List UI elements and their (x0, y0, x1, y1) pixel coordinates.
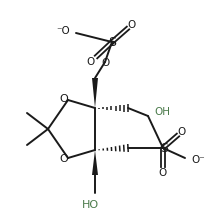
Text: O: O (60, 154, 68, 164)
Text: O: O (87, 57, 95, 67)
Text: ⁻O: ⁻O (56, 26, 70, 36)
Text: O: O (178, 127, 186, 137)
Text: O: O (159, 168, 167, 178)
Text: O: O (102, 58, 110, 68)
Text: S: S (160, 141, 168, 155)
Text: O: O (60, 94, 68, 104)
Text: HO: HO (81, 200, 98, 210)
Text: O⁻: O⁻ (191, 155, 205, 165)
Text: O: O (128, 20, 136, 30)
Polygon shape (92, 78, 98, 108)
Polygon shape (92, 150, 98, 175)
Text: S: S (108, 36, 116, 49)
Text: OH: OH (154, 107, 170, 117)
